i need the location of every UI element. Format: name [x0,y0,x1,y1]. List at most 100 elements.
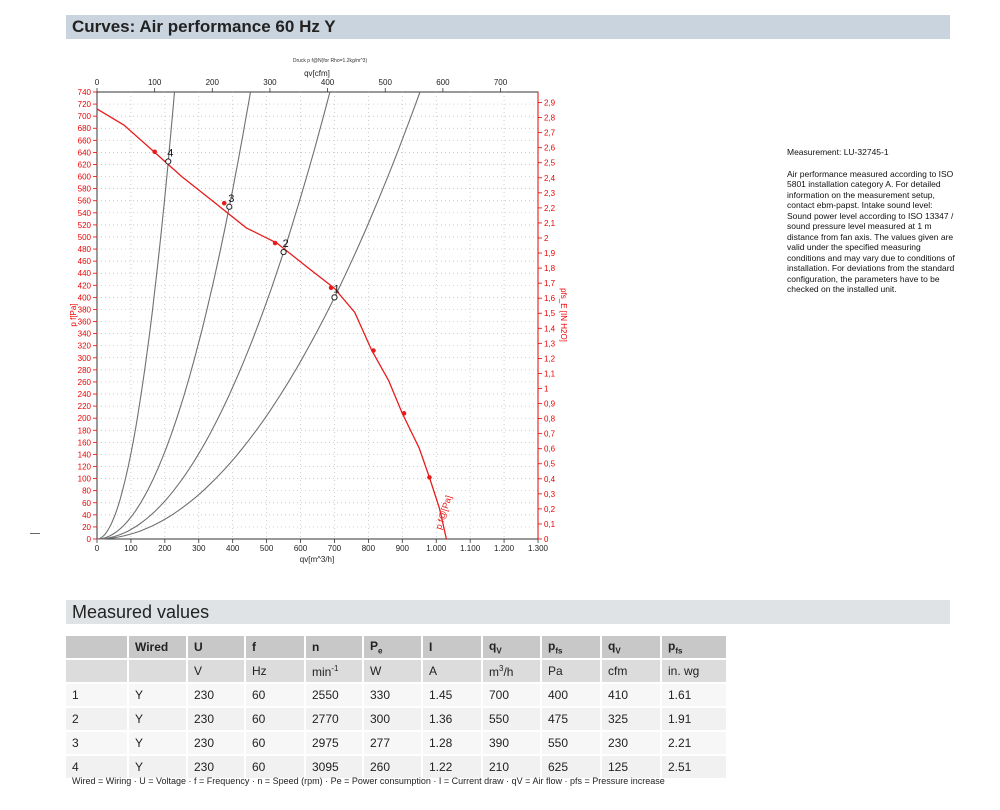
x2-tick-label: 600 [436,78,450,87]
x-tick-label: 600 [294,544,308,553]
table-cell: 1.28 [422,731,483,756]
y2-tick-label: 2,5 [544,159,556,168]
table-footnote: Wired = Wiring · U = Voltage · f = Frequ… [72,776,665,786]
table-cell: 410 [601,683,662,708]
unit-text: W [370,664,382,678]
table-row: 4 Y 230 60 3095 260 1.22 210 625 125 2.51 [66,755,728,780]
y-tick-label: 120 [78,463,92,472]
fan-curve-marker [401,411,407,416]
operating-point [165,158,172,165]
table-row: 1 Y 230 60 2550 330 1.45 700 400 410 1.61 [66,683,728,708]
x-axis-title: qv[m^3/h] [300,555,334,564]
table-cell: 325 [601,707,662,732]
table-cell: 1.91 [661,707,728,732]
unit-text: Pa [548,664,563,678]
table-cell: 230 [601,731,662,756]
y-tick-label: 20 [82,523,91,532]
y2-tick-label: 2,4 [544,174,556,183]
y-tick-label: 320 [78,342,92,351]
table-cell: 1.45 [422,683,483,708]
y2-tick-label: 0,2 [544,505,556,514]
operating-point-label: 3 [228,193,234,205]
table-header-cell: Pe [363,636,423,660]
x-tick-label: 1.100 [460,544,481,553]
curves-section-header: Curves: Air performance 60 Hz Y [66,15,950,39]
header-text: I [429,640,433,654]
fan-curve-marker [221,200,227,206]
table-unit-cell: min-1 [305,659,364,684]
table-cell: 2.51 [661,755,728,780]
table-cell: 400 [541,683,602,708]
y-tick-label: 80 [82,487,91,496]
x-tick-label: 1.300 [528,544,549,553]
operating-point-label: 4 [167,147,173,159]
x-tick-label: 400 [226,544,240,553]
y-tick-label: 160 [78,438,92,447]
y2-tick-label: 2,7 [544,129,556,138]
y-tick-label: 480 [78,245,92,254]
x2-tick-label: 500 [379,78,393,87]
x-tick-label: 1.000 [426,544,447,553]
measurement-description: Air performance measured according to IS… [787,168,955,295]
y-tick-label: 520 [78,221,92,230]
table-cell: 60 [245,707,306,732]
y-tick-label: 400 [78,293,92,302]
fan-curve [96,108,448,540]
system-curve-2 [96,91,331,540]
y-tick-label: 660 [78,136,92,145]
y-tick-label: 360 [78,318,92,327]
y2-tick-label: 0,3 [544,490,556,499]
table-unit-cell: V [187,659,246,684]
chart-title: Druck p f@N(for Rho=1.2kg/m^3) [293,58,368,64]
table-header-cell: f [245,636,306,660]
table-cell: 230 [187,755,246,780]
plot-frame [96,91,539,540]
y2-tick-label: 1,9 [544,249,556,258]
table-header-cell: qV [482,636,542,660]
y2-tick-label: 0,4 [544,475,556,484]
header-text: Wired [135,640,169,654]
y-tick-label: 540 [78,209,92,218]
y-tick-label: 60 [82,499,91,508]
table-cell: 3095 [305,755,364,780]
header-subscript: fs [675,646,683,656]
table-cell: 2550 [305,683,364,708]
header-subscript: fs [555,646,563,656]
y-tick-label: 440 [78,269,92,278]
y2-tick-label: 2,6 [544,144,556,153]
operating-point [226,203,233,210]
operating-point-label: 2 [283,238,289,250]
operating-point [331,294,338,301]
y2-tick-label: 0,1 [544,520,556,529]
x-tick-label: 1.200 [494,544,515,553]
y2-tick-label: 1,5 [544,309,556,318]
y-tick-label: 0 [87,535,92,544]
x-tick-label: 500 [260,544,274,553]
unit-text: min [312,664,332,679]
y-tick-label: 380 [78,305,92,314]
table-cell: Y [128,755,188,780]
operating-point-label: 1 [333,283,339,295]
y-tick-label: 560 [78,197,92,206]
table-unit-cell: in. wg [661,659,728,684]
y2-tick-label: 2,3 [544,189,556,198]
y-tick-label: 500 [78,233,92,242]
unit-text: in. wg [668,664,700,678]
table-header-cell: pfs [661,636,728,660]
y-tick-label: 260 [78,378,92,387]
y2-tick-label: 2,2 [544,204,556,213]
table-cell: Y [128,683,188,708]
y-tick-label: 740 [78,88,92,97]
y-tick-label: 640 [78,148,92,157]
table-cell: 2.21 [661,731,728,756]
y2-tick-label: 1,2 [544,354,556,363]
y2-tick-label: 0,7 [544,430,556,439]
header-text: q [608,638,616,653]
y2-tick-label: 1,1 [544,369,556,378]
header-text: q [489,638,497,653]
y2-tick-label: 0,5 [544,460,556,469]
table-cell: 330 [363,683,423,708]
fan-curve-marker [152,149,157,155]
x-tick-label: 900 [396,544,410,553]
table-cell: 1.36 [422,707,483,732]
